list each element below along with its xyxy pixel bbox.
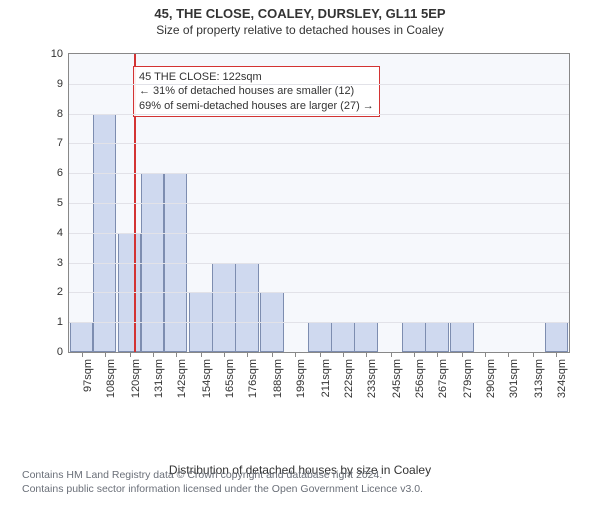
histogram-bar [450,322,474,352]
y-tick-label: 7 [57,137,63,149]
credits: Contains HM Land Registry data © Crown c… [22,468,590,496]
x-tick [105,352,106,357]
x-tick [533,352,534,357]
x-tick [82,352,83,357]
x-tick-label: 142sqm [176,359,188,398]
x-tick [320,352,321,357]
gridline [69,322,569,323]
histogram-bar [331,322,355,352]
credits-line: Contains HM Land Registry data © Crown c… [22,468,590,482]
x-tick [391,352,392,357]
chart-container: Number of detached properties 45 THE CLO… [20,43,580,413]
x-tick [201,352,202,357]
x-tick [153,352,154,357]
x-tick-label: 324sqm [556,359,568,398]
annotation-line: 45 THE CLOSE: 122sqm [139,70,374,84]
y-tick-label: 8 [57,108,63,120]
x-tick [343,352,344,357]
y-tick-label: 4 [57,227,63,239]
y-tick-label: 0 [57,346,63,358]
x-tick [508,352,509,357]
x-tick-label: 199sqm [295,359,307,398]
x-tick-label: 165sqm [224,359,236,398]
x-tick [224,352,225,357]
histogram-bar [235,263,259,352]
x-tick-label: 211sqm [320,359,332,397]
histogram-bar [354,322,378,352]
x-tick [130,352,131,357]
x-tick [247,352,248,357]
histogram-bar [212,263,236,352]
x-tick-label: 222sqm [343,359,355,398]
gridline [69,143,569,144]
histogram-bar [402,322,426,352]
x-tick-label: 290sqm [485,359,497,398]
gridline [69,263,569,264]
x-tick-label: 131sqm [153,359,165,398]
x-tick [295,352,296,357]
gridline [69,84,569,85]
gridline [69,203,569,204]
x-tick-label: 233sqm [366,359,378,398]
histogram-bar [425,322,449,352]
histogram-bar [308,322,332,352]
x-tick [462,352,463,357]
x-tick-label: 176sqm [247,359,259,398]
x-tick-label: 188sqm [272,359,284,398]
x-tick [556,352,557,357]
annotation-line: 69% of semi-detached houses are larger (… [139,99,374,113]
x-tick-label: 97sqm [82,359,94,392]
credits-line: Contains public sector information licen… [22,482,590,496]
x-tick-label: 313sqm [533,359,545,398]
y-tick-label: 1 [57,316,63,328]
page-subtitle: Size of property relative to detached ho… [0,23,600,37]
y-tick-label: 5 [57,197,63,209]
x-tick [366,352,367,357]
x-tick-label: 108sqm [105,359,117,398]
y-tick-label: 9 [57,78,63,90]
gridline [69,114,569,115]
annotation-line: ← 31% of detached houses are smaller (12… [139,84,374,98]
histogram-bar [70,322,94,352]
plot-area: 45 THE CLOSE: 122sqm ← 31% of detached h… [68,53,570,353]
x-tick [437,352,438,357]
x-tick [272,352,273,357]
gridline [69,233,569,234]
x-tick [414,352,415,357]
x-tick-label: 301sqm [508,359,520,398]
gridline [69,173,569,174]
x-tick-label: 256sqm [414,359,426,398]
y-tick-label: 6 [57,167,63,179]
y-tick-label: 3 [57,257,63,269]
x-tick-label: 245sqm [391,359,403,398]
y-tick-label: 2 [57,286,63,298]
x-tick-label: 120sqm [130,359,142,398]
gridline [69,292,569,293]
x-tick-label: 154sqm [201,359,213,398]
histogram-bar [545,322,569,352]
x-tick-label: 267sqm [437,359,449,398]
x-tick [176,352,177,357]
x-tick-label: 279sqm [462,359,474,398]
annotation-box: 45 THE CLOSE: 122sqm ← 31% of detached h… [133,66,380,117]
page-title: 45, THE CLOSE, COALEY, DURSLEY, GL11 5EP [0,6,600,21]
x-tick [485,352,486,357]
y-tick-label: 10 [51,48,63,60]
